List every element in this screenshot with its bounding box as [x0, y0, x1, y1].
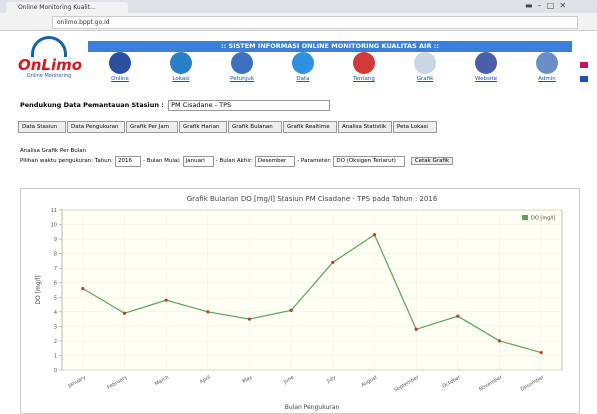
- legend-swatch: [522, 215, 528, 220]
- tab-bar: [0, 0, 597, 13]
- filter-select[interactable]: Januari: [182, 156, 214, 167]
- nav-icon: [536, 52, 558, 74]
- logo: OnLimo Online Monitoring: [18, 36, 83, 92]
- nav-icon: [475, 52, 497, 74]
- point: [122, 311, 127, 315]
- y-axis-label: DO [mg/l]: [35, 275, 42, 304]
- tab-button[interactable]: Analisa Statistik: [338, 121, 392, 133]
- y-tick-label: 3: [54, 324, 57, 330]
- nav-item[interactable]: Lokasi: [161, 52, 201, 82]
- url[interactable]: onlimo.bppt.go.id: [52, 16, 578, 29]
- nav-item[interactable]: Data: [283, 52, 323, 82]
- window-controls: ▬ – □ ✕: [525, 1, 567, 10]
- chart-title: Grafik Bulanan DO [mg/l] Stasiun PM Cisa…: [187, 195, 438, 203]
- tab[interactable]: Online Monitoring Kualit...: [6, 2, 128, 13]
- logo-subtitle: Online Monitoring: [26, 73, 72, 79]
- line: [82, 233, 542, 354]
- y-tick-label: 8: [54, 252, 57, 258]
- nav-item[interactable]: Grafik: [405, 52, 445, 82]
- point: [206, 310, 210, 314]
- nav-label: Admin: [538, 76, 556, 82]
- tab-button[interactable]: Grafik Bulanan: [228, 121, 282, 133]
- tab-button[interactable]: Peta Lokasi: [393, 121, 437, 133]
- nav-label: Online: [111, 76, 129, 82]
- tab-button[interactable]: Grafik Per Jam: [126, 121, 178, 133]
- y-tick-label: 9: [54, 237, 57, 243]
- point: [372, 233, 377, 237]
- filter-label: Pilihan waktu pengukuran: Tahun:: [20, 158, 114, 164]
- filter-label: - Bulan Akhir:: [215, 158, 253, 164]
- station-label: Pendukung Data Pemantauan Stasiun :: [20, 101, 164, 109]
- point: [164, 298, 168, 302]
- nav-item[interactable]: Admin: [527, 52, 567, 82]
- nav-icon: [231, 52, 253, 74]
- tab-button[interactable]: Data Pengukuran: [67, 121, 125, 133]
- nav-icon: [353, 52, 375, 74]
- nav-icon: [292, 52, 314, 74]
- filter-select[interactable]: 2016: [115, 156, 142, 167]
- nav-label: Data: [296, 76, 310, 82]
- point: [81, 286, 85, 291]
- tab-button[interactable]: Grafik Realtime: [283, 121, 337, 133]
- filter-label: - Parameter:: [297, 158, 332, 164]
- x-tick-label: April: [199, 375, 212, 386]
- point: [331, 260, 335, 264]
- y-tick-label: 1: [54, 353, 57, 359]
- nav-label: Website: [475, 76, 497, 82]
- x-tick-label: July: [325, 375, 337, 385]
- x-tick-label: May: [242, 375, 254, 385]
- y-tick-label: 5: [54, 295, 57, 301]
- nav-label: Tentang: [353, 76, 375, 82]
- y-tick-label: 7: [54, 266, 57, 272]
- point: [414, 327, 418, 331]
- point: [289, 308, 293, 312]
- chart: Grafik Bulanan DO [mg/l] Stasiun PM Cisa…: [20, 188, 580, 414]
- section-title: Analisa Grafik Per Bulan: [20, 148, 87, 154]
- nav-icon: [109, 52, 131, 74]
- point: [497, 339, 502, 343]
- nav-item[interactable]: Website: [466, 52, 506, 82]
- nav-icon: [170, 52, 192, 74]
- nav-label: Petunjuk: [230, 76, 254, 82]
- y-tick-label: 4: [54, 310, 57, 316]
- filters: Pilihan waktu pengukuran: Tahun: 2016- Bu…: [20, 156, 454, 167]
- filter-label: - Bulan Mulai:: [143, 158, 181, 164]
- station-select[interactable]: PM Cisadane - TPS: [168, 100, 331, 111]
- x-tick-label: June: [282, 375, 295, 386]
- y-tick-label: 10: [51, 223, 57, 229]
- y-tick-label: 11: [51, 208, 57, 214]
- filter-select[interactable]: DO (Oksigen Terlarut): [333, 156, 405, 167]
- point: [456, 314, 460, 318]
- point: [247, 317, 252, 321]
- nav-label: Lokasi: [172, 76, 190, 82]
- y-tick-label: 6: [54, 281, 57, 287]
- nav-item[interactable]: Petunjuk: [222, 52, 262, 82]
- nav-item[interactable]: Online: [100, 52, 140, 82]
- y-tick-label: 2: [54, 339, 57, 345]
- station-row: Pendukung Data Pemantauan Stasiun : PM C…: [20, 100, 332, 111]
- nav-icon: [414, 52, 436, 74]
- x-axis-label: Bulan Pengukuran: [285, 404, 340, 411]
- header-bar: :: SISTEM INFORMASI ONLINE MONITORING KU…: [88, 41, 572, 52]
- logo-text: OnLimo: [18, 56, 83, 74]
- plot-area: [61, 209, 563, 371]
- tab-button[interactable]: Data Stasiun: [18, 121, 66, 133]
- point: [539, 350, 543, 355]
- flag: [580, 62, 588, 68]
- filter-button[interactable]: Cetak Grafik: [410, 157, 454, 165]
- legend-label: DO [mg/l]: [531, 216, 555, 222]
- filter-select[interactable]: Desember: [254, 156, 296, 167]
- y-tick-label: 0: [54, 368, 57, 374]
- nav-label: Grafik: [416, 76, 434, 82]
- nav-item[interactable]: Tentang: [344, 52, 384, 82]
- flag: [580, 76, 588, 82]
- tab-button[interactable]: Grafik Harian: [179, 121, 227, 133]
